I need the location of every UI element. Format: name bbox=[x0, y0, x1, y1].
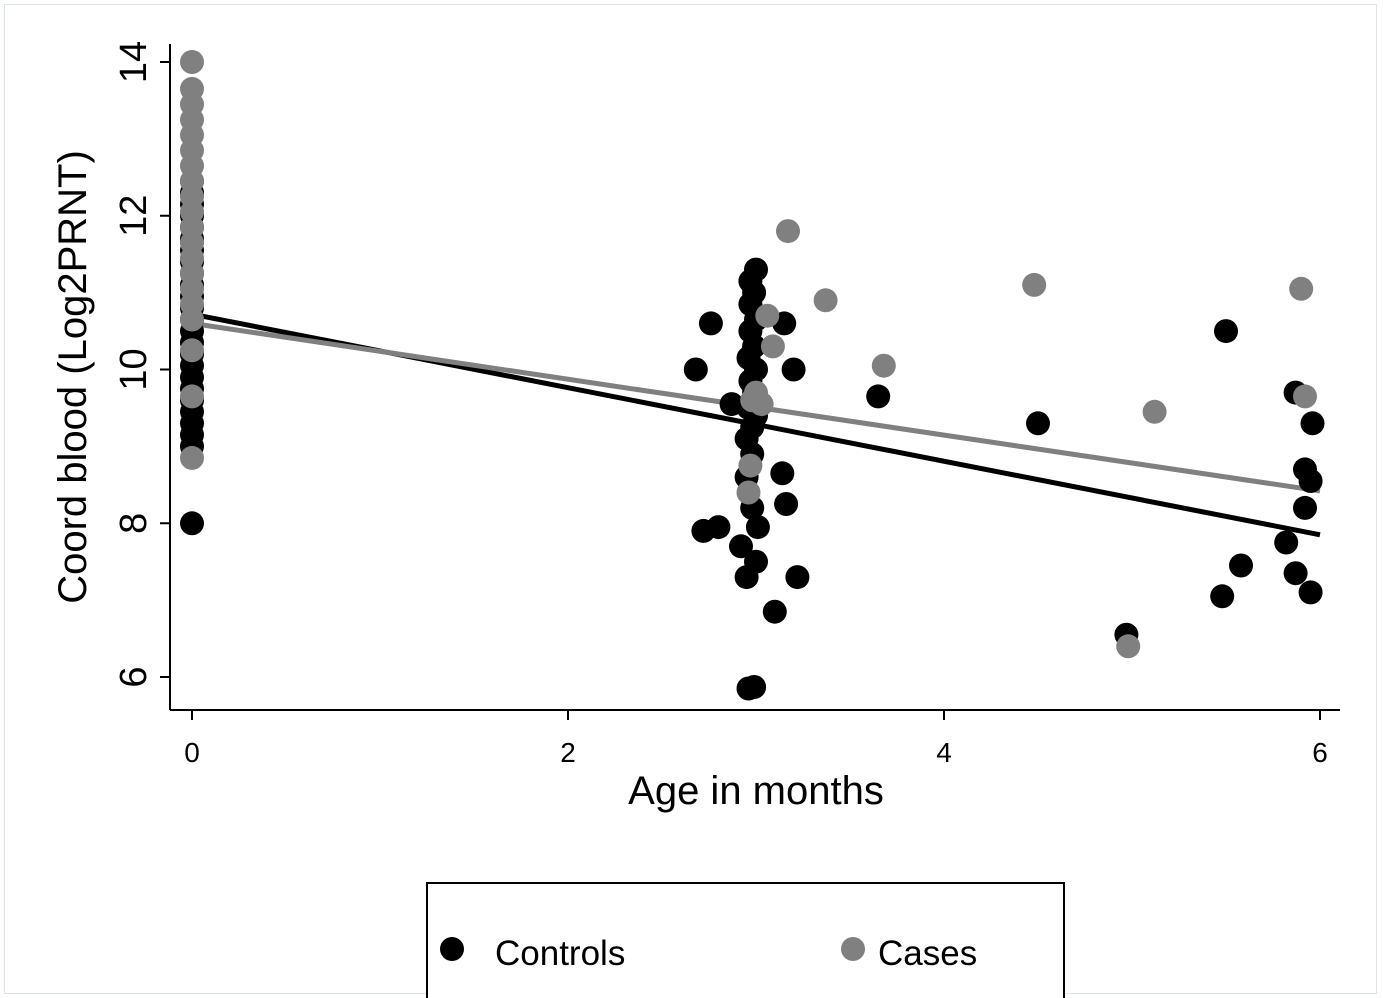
data-points bbox=[180, 50, 1325, 701]
legend: Controls Cases bbox=[426, 882, 1065, 998]
data-point-controls bbox=[866, 384, 891, 409]
data-point-controls bbox=[1283, 561, 1308, 586]
legend-swatch-cases bbox=[841, 937, 865, 961]
data-point-controls bbox=[706, 515, 731, 540]
y-ticks: 6 8 10 12 14 bbox=[113, 41, 170, 688]
data-point-controls bbox=[1300, 411, 1325, 436]
data-point-controls bbox=[180, 511, 204, 536]
data-point-cases bbox=[180, 50, 204, 74]
data-point-cases bbox=[776, 219, 800, 244]
x-axis-title: Age in months bbox=[628, 769, 884, 813]
data-point-controls bbox=[742, 675, 767, 699]
axes bbox=[169, 44, 1340, 711]
data-point-cases bbox=[1116, 634, 1141, 659]
data-point-controls bbox=[745, 515, 770, 540]
data-point-cases bbox=[1022, 272, 1047, 297]
data-point-controls bbox=[781, 357, 806, 382]
data-point-controls bbox=[1274, 530, 1299, 555]
data-point-cases bbox=[1293, 384, 1317, 409]
data-point-cases bbox=[180, 384, 204, 409]
legend-label-cases: Cases bbox=[878, 934, 977, 973]
data-point-controls bbox=[1210, 584, 1235, 609]
y-tick-label: 8 bbox=[113, 513, 155, 534]
data-point-controls bbox=[1026, 411, 1050, 436]
data-point-controls bbox=[774, 492, 799, 516]
y-tick-label: 14 bbox=[113, 41, 155, 83]
data-point-controls bbox=[1229, 553, 1253, 578]
y-tick-label: 10 bbox=[113, 348, 155, 390]
legend-swatch-controls bbox=[440, 937, 464, 961]
data-point-controls bbox=[1298, 469, 1323, 493]
data-point-controls bbox=[729, 534, 753, 559]
data-point-controls bbox=[1214, 319, 1238, 344]
x-tick-label: 0 bbox=[184, 737, 200, 768]
data-point-cases bbox=[738, 453, 763, 478]
legend-label-controls: Controls bbox=[495, 934, 625, 973]
data-point-cases bbox=[1289, 276, 1314, 301]
data-point-controls bbox=[744, 549, 768, 574]
y-axis-title: Coord blood (Log2PRNT) bbox=[51, 150, 95, 604]
y-tick-label: 12 bbox=[113, 195, 155, 237]
data-point-cases bbox=[1142, 399, 1167, 424]
x-tick-label: 6 bbox=[1312, 737, 1328, 768]
data-point-cases bbox=[180, 338, 204, 363]
data-point-cases bbox=[871, 353, 896, 378]
data-point-controls bbox=[683, 357, 708, 382]
x-ticks: 0 2 4 6 bbox=[184, 710, 1328, 768]
data-point-cases bbox=[180, 76, 204, 101]
legend-box bbox=[426, 882, 1065, 998]
data-point-cases bbox=[813, 288, 838, 313]
data-point-controls bbox=[770, 461, 795, 486]
data-point-controls bbox=[698, 311, 723, 336]
data-point-controls bbox=[1293, 495, 1317, 520]
data-point-controls bbox=[762, 599, 787, 624]
data-point-cases bbox=[760, 334, 785, 359]
data-point-cases bbox=[736, 480, 761, 505]
data-point-cases bbox=[749, 392, 774, 417]
data-point-controls bbox=[785, 565, 810, 590]
data-point-controls bbox=[744, 257, 768, 282]
data-point-cases bbox=[180, 445, 204, 470]
x-tick-label: 4 bbox=[936, 737, 952, 768]
data-point-controls bbox=[1298, 580, 1323, 605]
data-point-cases bbox=[755, 303, 780, 328]
x-tick-label: 2 bbox=[560, 737, 576, 768]
y-tick-label: 6 bbox=[113, 666, 155, 687]
